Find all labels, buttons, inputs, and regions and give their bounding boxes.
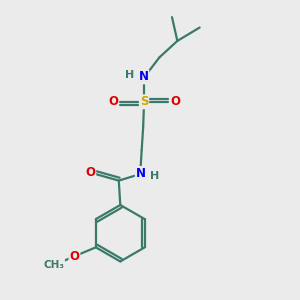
Text: O: O bbox=[108, 95, 118, 108]
Text: H: H bbox=[150, 172, 160, 182]
Text: O: O bbox=[170, 95, 180, 108]
Text: O: O bbox=[69, 250, 80, 263]
Text: CH₃: CH₃ bbox=[43, 260, 64, 270]
Text: H: H bbox=[124, 70, 134, 80]
Text: N: N bbox=[139, 70, 148, 83]
Text: O: O bbox=[85, 166, 95, 179]
Text: N: N bbox=[136, 167, 146, 180]
Text: S: S bbox=[140, 95, 148, 108]
